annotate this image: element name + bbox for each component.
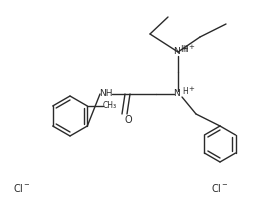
Text: +: +	[188, 86, 194, 92]
Text: N: N	[173, 89, 179, 98]
Text: H: H	[180, 46, 186, 55]
Text: Cl$^-$: Cl$^-$	[13, 182, 31, 194]
Text: +: +	[188, 44, 194, 50]
Text: NH: NH	[99, 89, 113, 98]
Text: Cl$^-$: Cl$^-$	[211, 182, 229, 194]
Text: CH₃: CH₃	[102, 102, 117, 111]
Text: N: N	[173, 47, 179, 56]
Text: $^+$: $^+$	[180, 47, 186, 53]
Text: O: O	[124, 115, 132, 125]
Text: H: H	[182, 45, 188, 53]
Text: H: H	[182, 86, 188, 95]
